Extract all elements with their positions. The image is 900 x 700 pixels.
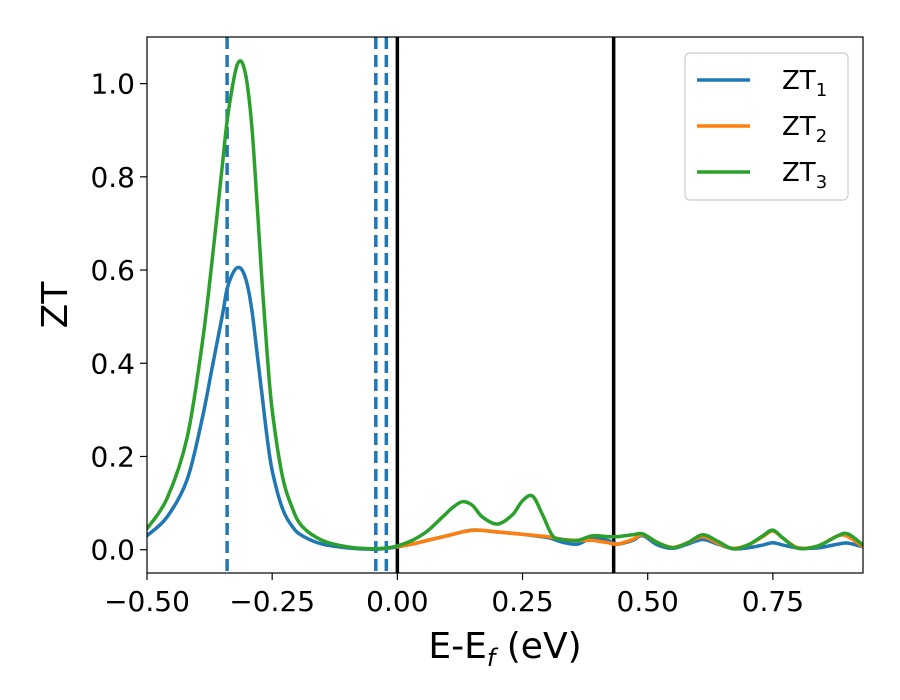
legend: ZT1 ZT2 ZT3 [684,52,849,201]
series-lines [147,59,863,551]
x-tick-label: −0.50 [104,585,190,618]
reference-lines [225,37,616,573]
x-tick-label: 0.25 [491,585,553,618]
y-tick-label: 0.2 [90,440,135,473]
x-axis-label: E-Ef (eV) [428,626,581,672]
x-tick-label: 0.00 [366,585,428,618]
x-axis: −0.50 −0.25 0.00 0.25 0.50 0.75 [104,573,804,618]
series-line-zt1 [147,265,863,551]
legend-box [684,52,849,201]
x-tick-label: 0.50 [617,585,679,618]
y-tick-label: 1.0 [90,68,135,101]
plot-frame [146,36,864,574]
y-tick-label: 0.8 [90,161,135,194]
x-tick-label: 0.75 [742,585,804,618]
y-tick-label: 0.6 [90,254,135,287]
x-tick-label: −0.25 [229,585,315,618]
y-tick-label: 0.4 [90,347,135,380]
y-tick-label: 0.0 [90,534,135,567]
legend-label-zt1: ZT1 [782,66,827,101]
legend-label-zt3: ZT3 [782,158,827,193]
legend-label-zt2: ZT2 [782,112,827,147]
y-axis: 0.0 0.2 0.4 0.6 0.8 1.0 [90,68,147,567]
y-axis-label: ZT [35,281,76,329]
series-line-zt3 [147,59,863,551]
